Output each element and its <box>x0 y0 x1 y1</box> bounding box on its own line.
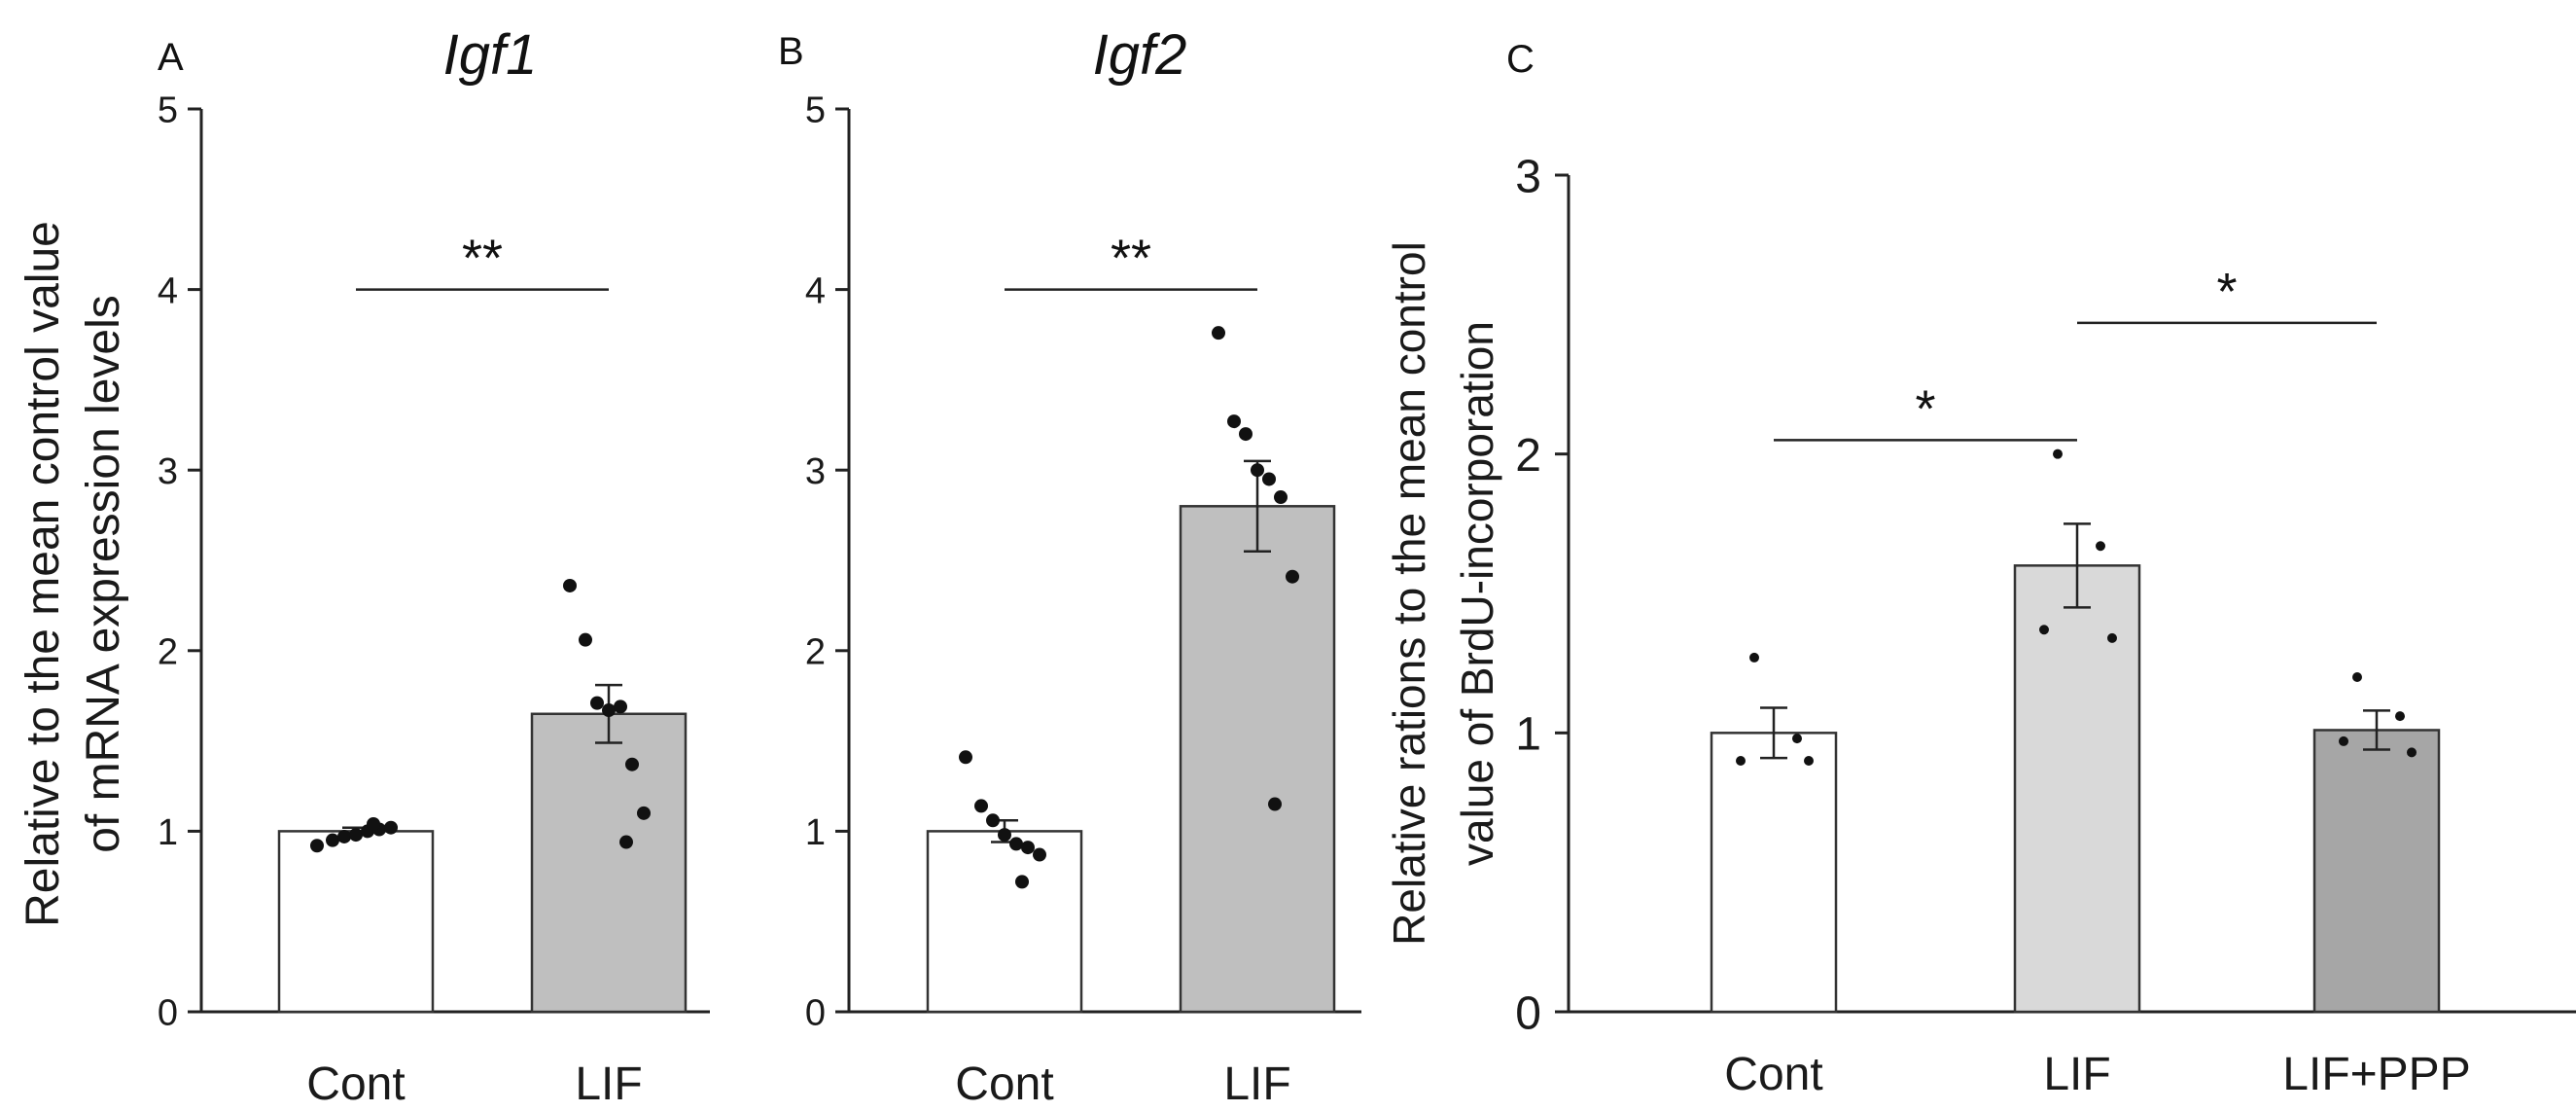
x-category-label: Cont <box>955 1058 1053 1110</box>
y-tick-label: 4 <box>805 270 826 311</box>
data-point <box>637 806 651 820</box>
significance-label: * <box>2216 263 2237 321</box>
panel-letter-c: C <box>1506 38 1535 81</box>
data-point <box>1239 427 1253 442</box>
bar-cont <box>277 830 435 1014</box>
data-point <box>2407 747 2417 758</box>
data-point <box>619 835 633 849</box>
data-point <box>563 578 577 592</box>
x-category-label: LIF <box>1223 1058 1290 1110</box>
y-tick-label: 3 <box>1515 151 1541 202</box>
data-point <box>579 632 592 647</box>
data-point <box>1033 847 1046 862</box>
x-category-label: LIF <box>2043 1049 2110 1100</box>
y-tick-label: 5 <box>158 90 178 131</box>
data-point <box>1274 490 1288 505</box>
significance-label: ** <box>462 230 503 288</box>
x-category-label: LIF <box>575 1058 642 1110</box>
data-point <box>349 828 363 843</box>
significance-label: * <box>1915 379 1935 438</box>
data-point <box>2395 711 2405 722</box>
data-point <box>1749 652 1759 663</box>
x-category-label: Cont <box>306 1058 405 1110</box>
bar-lif-ppp <box>2312 729 2441 1014</box>
data-point <box>1286 569 1299 584</box>
data-point <box>337 829 351 843</box>
y-tick-label: 1 <box>158 812 178 853</box>
panel-letter-b: B <box>778 30 804 73</box>
y-axis-label-line: of mRNA expression levels <box>78 295 129 853</box>
panel-a: A Igf1 0 1 2 3 4 5 Relative to the mean contro… <box>18 23 710 1110</box>
data-point <box>1736 756 1746 766</box>
data-point <box>2053 448 2063 459</box>
data-point <box>974 799 988 813</box>
y-tick-label: 3 <box>158 451 178 492</box>
data-point <box>1212 326 1225 341</box>
panel-c: C 0 1 2 3 Relative rations to the mean contr… <box>1384 38 2576 1100</box>
bar-lif <box>1179 505 1336 1014</box>
y-tick-label: 4 <box>158 270 178 311</box>
y-axis-label-line: value of BrdU-incorporation <box>1452 321 1502 866</box>
y-axis-label-line: Relative to the mean control value <box>18 221 69 927</box>
data-point <box>625 757 639 771</box>
bar-lif <box>2013 564 2141 1014</box>
data-point <box>384 820 398 835</box>
y-tick-label: 2 <box>805 631 826 672</box>
data-point <box>1251 463 1264 478</box>
data-point <box>1021 841 1035 855</box>
data-point <box>2352 672 2362 682</box>
y-axis-label-line: Relative rations to the mean control <box>1384 241 1434 946</box>
y-tick-label: 5 <box>805 90 826 131</box>
bar-cont <box>1710 732 1838 1014</box>
bar-cont <box>926 830 1083 1014</box>
data-point <box>959 750 972 765</box>
x-category-label: Cont <box>1724 1049 1822 1100</box>
y-tick-label: 0 <box>805 993 826 1034</box>
panel-letter-a: A <box>158 36 184 79</box>
data-point <box>326 833 339 847</box>
data-point <box>998 828 1011 843</box>
data-point <box>2096 541 2105 552</box>
data-point <box>614 699 627 714</box>
panel-b-title: Igf2 <box>1093 23 1187 87</box>
y-tick-label: 0 <box>1515 987 1541 1039</box>
data-point <box>1227 414 1241 429</box>
panel-a-title: Igf1 <box>443 23 538 87</box>
panel-b: B Igf2 0 1 2 3 4 5 Cont LIF ** <box>778 23 1361 1110</box>
data-point <box>1009 837 1023 851</box>
data-point <box>1262 472 1276 486</box>
bar-lif <box>530 712 688 1014</box>
y-tick-label: 3 <box>805 451 826 492</box>
y-tick-label: 2 <box>1515 430 1541 482</box>
data-point <box>1792 734 1802 744</box>
data-point <box>2339 735 2348 746</box>
data-point <box>2107 632 2117 643</box>
y-tick-label: 1 <box>805 812 826 853</box>
data-point <box>1804 756 1814 766</box>
x-category-label: LIF+PPP <box>2282 1049 2470 1100</box>
significance-label: ** <box>1111 230 1151 288</box>
data-point <box>590 696 604 710</box>
y-tick-label: 1 <box>1515 709 1541 761</box>
data-point <box>602 703 616 718</box>
y-tick-label: 2 <box>158 631 178 672</box>
data-point <box>986 813 1000 828</box>
data-point <box>1268 797 1282 811</box>
data-point <box>367 816 380 831</box>
data-point <box>310 839 324 853</box>
data-point <box>2039 625 2049 635</box>
data-point <box>1015 875 1029 889</box>
y-tick-label: 0 <box>158 993 178 1034</box>
